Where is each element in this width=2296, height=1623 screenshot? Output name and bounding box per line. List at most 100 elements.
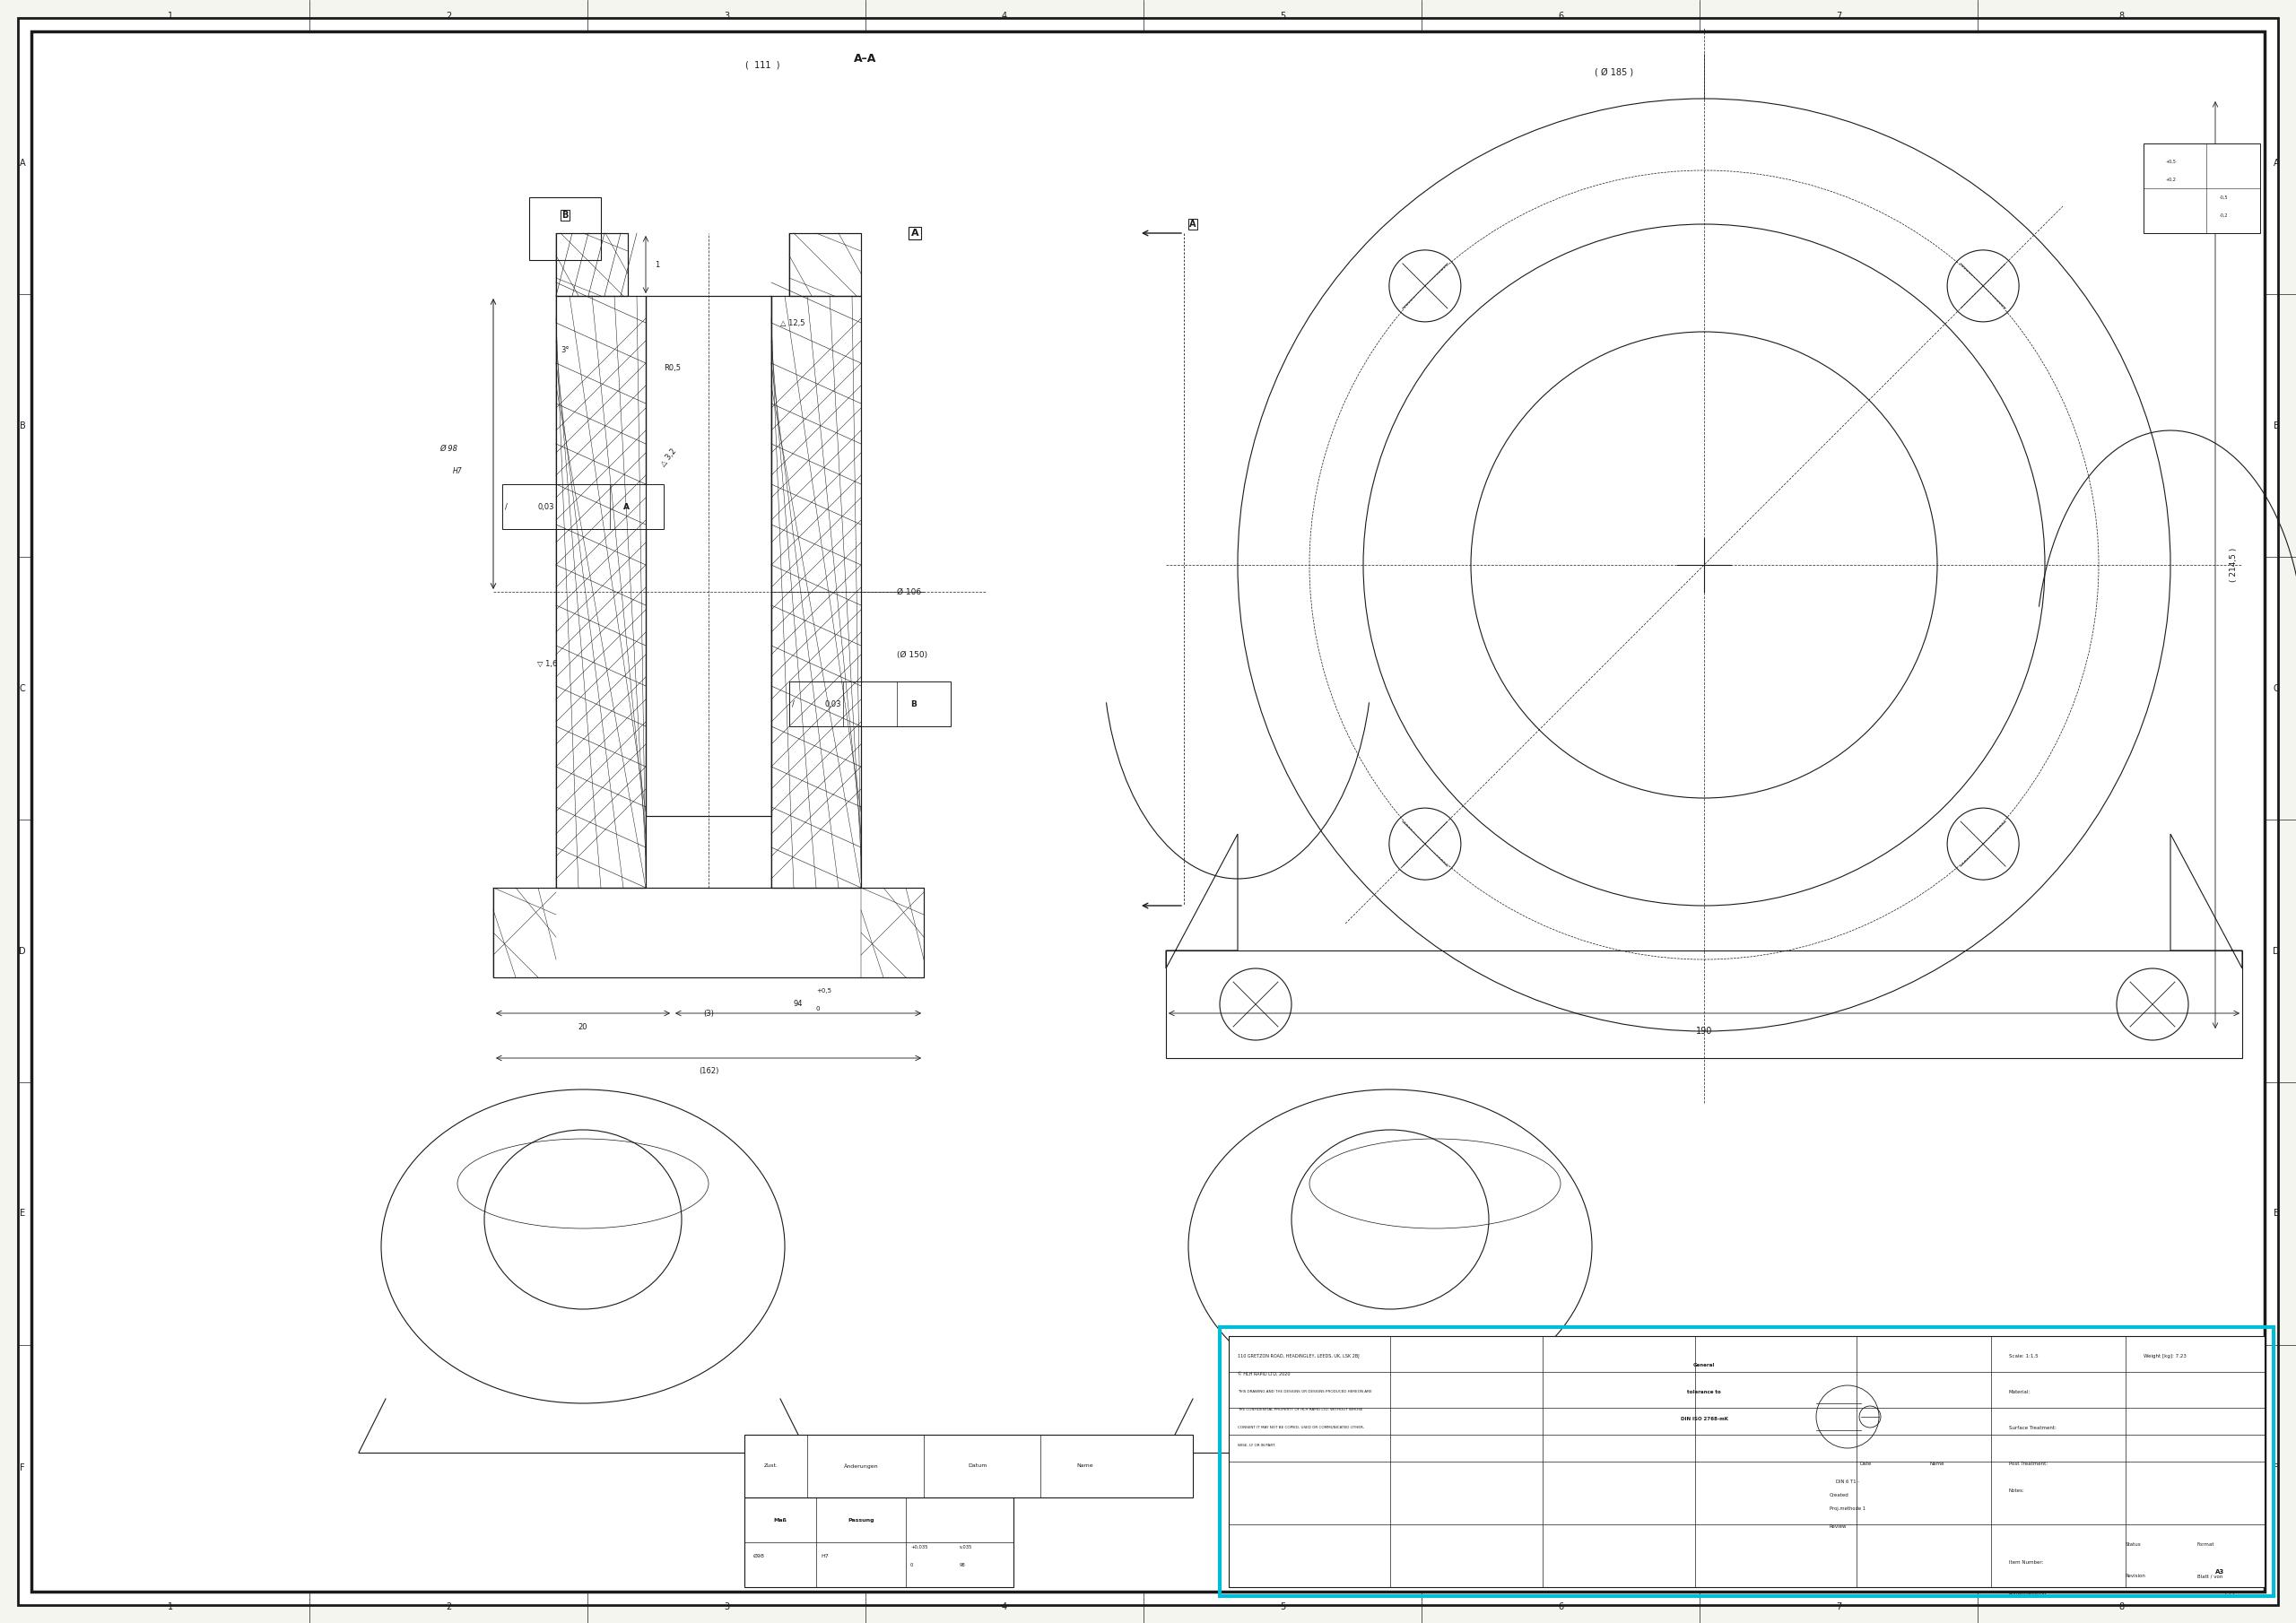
Text: Ø98: Ø98 xyxy=(753,1553,765,1558)
Bar xyxy=(771,295,861,888)
Text: B: B xyxy=(563,211,569,219)
Text: 2: 2 xyxy=(445,11,452,21)
Text: 94: 94 xyxy=(794,1000,804,1008)
Text: Material:: Material: xyxy=(2009,1389,2030,1394)
Text: Rohabmessung:: Rohabmessung: xyxy=(2009,1592,2048,1595)
Text: 4: 4 xyxy=(1001,11,1008,21)
Text: Created: Created xyxy=(1830,1493,1848,1498)
Text: 3: 3 xyxy=(723,11,730,21)
Text: 2: 2 xyxy=(445,1602,452,1612)
Text: F: F xyxy=(2273,1464,2280,1472)
Text: △ 12,5: △ 12,5 xyxy=(781,318,806,326)
Bar xyxy=(494,888,923,977)
Text: 0,03: 0,03 xyxy=(824,700,843,708)
Bar xyxy=(790,234,861,295)
Text: Name: Name xyxy=(1931,1462,1945,1466)
Text: A: A xyxy=(912,229,918,237)
Text: General: General xyxy=(1692,1363,1715,1368)
Text: (  111  ): ( 111 ) xyxy=(746,60,781,70)
Text: D: D xyxy=(18,946,25,956)
Text: 4: 4 xyxy=(1001,1602,1008,1612)
Text: H7: H7 xyxy=(452,467,461,476)
Text: 20: 20 xyxy=(579,1022,588,1031)
Text: F: F xyxy=(21,1464,25,1472)
Text: ( 214,5 ): ( 214,5 ) xyxy=(2229,549,2236,583)
Text: (Ø 150): (Ø 150) xyxy=(898,651,928,659)
Text: Zust.: Zust. xyxy=(765,1464,778,1469)
Text: A3: A3 xyxy=(2216,1569,2225,1574)
Text: R0,5: R0,5 xyxy=(664,364,682,372)
FancyBboxPatch shape xyxy=(790,682,951,727)
Bar xyxy=(556,234,627,295)
Text: Weight [kg]: 7.23: Weight [kg]: 7.23 xyxy=(2144,1354,2186,1358)
Bar xyxy=(556,234,627,295)
Text: ▽ 1,6: ▽ 1,6 xyxy=(537,659,558,667)
Text: A: A xyxy=(622,503,629,511)
Text: Name: Name xyxy=(1077,1464,1093,1469)
Text: THIS DRAWING AND THE DESIGNS OR DESIGNS PRODUCED HEREON ARE: THIS DRAWING AND THE DESIGNS OR DESIGNS … xyxy=(1238,1389,1373,1394)
Text: /: / xyxy=(505,503,507,511)
Text: © HLH RAPID LTD, 2020: © HLH RAPID LTD, 2020 xyxy=(1238,1371,1290,1376)
Text: Scale: 1:1.5: Scale: 1:1.5 xyxy=(2009,1354,2039,1358)
Text: A: A xyxy=(1189,219,1196,229)
Text: Surface Treatment:: Surface Treatment: xyxy=(2009,1425,2057,1430)
Bar xyxy=(645,295,771,816)
Text: WISE, LY OR IN PART.: WISE, LY OR IN PART. xyxy=(1238,1444,1277,1448)
Text: Date: Date xyxy=(1860,1462,1871,1466)
Text: ( Ø 185 ): ( Ø 185 ) xyxy=(1596,67,1635,76)
Bar xyxy=(556,295,645,888)
Text: E: E xyxy=(21,1209,25,1219)
Text: 1: 1 xyxy=(654,260,659,268)
Text: Änderungen: Änderungen xyxy=(843,1464,879,1469)
Text: (3): (3) xyxy=(703,1010,714,1018)
Bar xyxy=(556,295,645,888)
Text: C: C xyxy=(2273,683,2280,693)
Text: Status: Status xyxy=(2126,1542,2142,1547)
Text: D: D xyxy=(2273,946,2280,956)
Text: Ø 106: Ø 106 xyxy=(898,588,921,596)
Text: H7: H7 xyxy=(820,1553,829,1558)
Text: A: A xyxy=(2273,159,2280,167)
Text: 190: 190 xyxy=(1697,1027,1713,1035)
Text: 5: 5 xyxy=(1279,11,1286,21)
Text: A–A: A–A xyxy=(854,52,877,65)
Bar xyxy=(1166,951,2243,1058)
Text: /: / xyxy=(792,700,794,708)
Text: Proj.methode 1: Proj.methode 1 xyxy=(1830,1506,1867,1511)
Text: B: B xyxy=(18,420,25,430)
Text: Datum: Datum xyxy=(969,1464,987,1469)
Text: +0,5: +0,5 xyxy=(2165,159,2177,164)
Text: 0,03: 0,03 xyxy=(537,503,556,511)
Text: Post Treatment:: Post Treatment: xyxy=(2009,1462,2048,1466)
Text: Format: Format xyxy=(2197,1542,2216,1547)
Text: B: B xyxy=(2273,420,2280,430)
Text: 1: 1 xyxy=(168,1602,172,1612)
Text: △ 3,2: △ 3,2 xyxy=(659,446,677,467)
Bar xyxy=(1219,1328,2273,1595)
Text: (162): (162) xyxy=(698,1068,719,1076)
Bar xyxy=(2144,143,2259,234)
Text: tolerance to: tolerance to xyxy=(1688,1389,1722,1394)
Text: Revision: Revision xyxy=(2126,1574,2147,1578)
Text: 3: 3 xyxy=(723,1602,730,1612)
Text: E: E xyxy=(2273,1209,2280,1219)
Text: Maß: Maß xyxy=(774,1518,788,1522)
Text: 8: 8 xyxy=(2119,1602,2124,1612)
Text: 6: 6 xyxy=(1557,1602,1564,1612)
Text: 0: 0 xyxy=(909,1563,914,1566)
Text: 98: 98 xyxy=(960,1563,967,1566)
Text: 7: 7 xyxy=(1837,11,1841,21)
Bar xyxy=(744,1435,1194,1498)
Bar xyxy=(494,888,923,977)
Text: CONSENT IT MAY NOT BE COPIED, USED OR COMMUNICATED OTHER-: CONSENT IT MAY NOT BE COPIED, USED OR CO… xyxy=(1238,1425,1364,1430)
Bar xyxy=(790,234,861,295)
Text: Review: Review xyxy=(1830,1524,1846,1529)
Text: B: B xyxy=(909,700,916,708)
Text: 1: 1 xyxy=(168,11,172,21)
Text: A: A xyxy=(18,159,25,167)
Text: +0,5: +0,5 xyxy=(815,988,831,993)
Text: DIN 6 T1 -: DIN 6 T1 - xyxy=(1837,1480,1860,1483)
Text: +0,2: +0,2 xyxy=(2165,177,2177,182)
Text: +0,035: +0,035 xyxy=(909,1545,928,1548)
Text: -0,2: -0,2 xyxy=(2220,213,2229,217)
